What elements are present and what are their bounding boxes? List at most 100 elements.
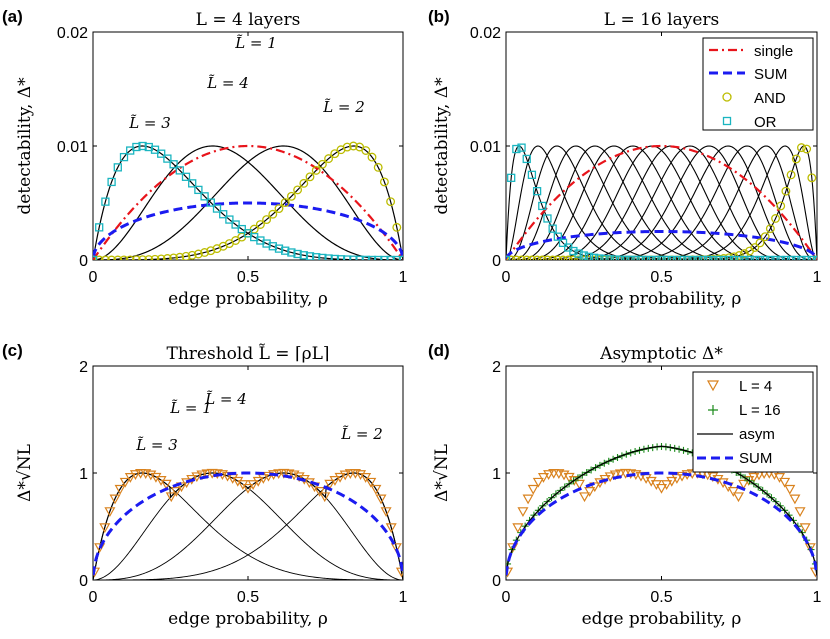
l4-marker — [175, 482, 188, 493]
series-sum — [93, 471, 403, 576]
and-marker — [262, 215, 272, 225]
threshold-curve-16 — [506, 145, 817, 260]
y-tick-label: 2 — [492, 359, 501, 376]
or-marker — [262, 239, 271, 248]
and-marker — [311, 165, 321, 175]
l4-marker — [247, 480, 259, 491]
and-marker — [553, 255, 563, 260]
and-marker — [771, 214, 780, 223]
curve-label: L̃ = 2 — [340, 425, 383, 443]
and-marker — [280, 198, 290, 208]
and-marker — [286, 191, 296, 201]
curves — [93, 468, 403, 580]
l4-marker — [589, 482, 601, 493]
and-marker — [739, 249, 749, 259]
x-tick-label: 1 — [813, 589, 822, 606]
series-sum — [506, 471, 817, 576]
x-tick-label: 0.5 — [237, 589, 259, 606]
l4-marker — [661, 480, 673, 491]
and-marker — [791, 154, 801, 164]
or-marker — [610, 255, 619, 260]
threshold-envelope — [93, 472, 403, 580]
and-marker — [305, 172, 315, 182]
and-marker — [537, 255, 547, 260]
and-marker — [181, 251, 191, 260]
x-tick-label: 1 — [399, 589, 408, 606]
and-marker — [568, 255, 578, 260]
and-marker — [348, 141, 358, 151]
l4-marker — [334, 472, 346, 483]
l4-marker — [314, 487, 326, 497]
or-marker — [574, 249, 583, 258]
or-marker — [662, 255, 671, 260]
or-marker — [631, 255, 640, 260]
x-axis-label: edge probability, ρ — [168, 289, 328, 309]
l4-marker — [727, 487, 739, 497]
or-marker — [641, 255, 651, 260]
or-marker — [349, 255, 358, 260]
or-marker — [200, 192, 209, 201]
l4-marker — [614, 469, 626, 480]
l4-marker — [319, 492, 331, 503]
l4-marker — [594, 478, 606, 489]
and-marker — [342, 142, 352, 152]
l4-marker — [738, 479, 750, 490]
and-marker — [506, 255, 516, 260]
or-marker — [144, 142, 153, 152]
l4-marker — [584, 487, 596, 497]
and-marker — [249, 224, 259, 234]
or-marker — [615, 255, 625, 260]
or-marker — [584, 252, 594, 260]
l4-marker — [748, 472, 760, 483]
and-marker — [373, 162, 383, 172]
and-marker — [125, 255, 135, 260]
l4-marker — [390, 543, 402, 554]
threshold-curve-14 — [506, 145, 817, 260]
l4-marker — [380, 507, 392, 518]
y-tick-label: 0 — [492, 253, 501, 270]
l4-marker — [666, 476, 678, 487]
and-marker — [299, 178, 309, 188]
or-marker — [719, 255, 728, 260]
and-marker — [543, 255, 552, 260]
panel-0: 0 0.5 1 0 0.01 0.02 L = 4 layers edge probabili… — [2, 7, 408, 309]
legend-entry: SUM — [739, 450, 772, 467]
and-marker — [175, 252, 185, 260]
chart-title: Asymptotic Δ* — [599, 344, 723, 364]
or-marker — [766, 255, 775, 260]
or-marker — [330, 254, 339, 260]
l4-marker — [191, 472, 203, 483]
panel-2: 0 0.5 1 0 1 2 Threshold L̃ = ⌈ρL⌉ edge probabil… — [2, 341, 408, 629]
and-marker — [532, 255, 542, 260]
or-marker — [621, 255, 630, 260]
or-marker — [318, 253, 327, 260]
and-marker — [527, 255, 537, 260]
legend-entry: AND — [754, 90, 786, 107]
l4-marker — [170, 487, 182, 497]
legend-entry: OR — [754, 114, 777, 131]
l4-marker — [537, 473, 550, 483]
series-sum — [93, 201, 403, 258]
l4-marker — [124, 473, 136, 483]
y-tick-label: 0 — [79, 573, 88, 590]
or-marker — [163, 154, 172, 163]
or-marker — [527, 170, 537, 179]
or-marker — [517, 143, 526, 152]
or-marker — [693, 255, 702, 260]
curve-label: L̃ = 3 — [128, 114, 171, 132]
l4-marker — [543, 470, 555, 481]
and-marker — [324, 154, 334, 164]
or-marker — [558, 238, 568, 247]
legend-entry: L = 4 — [739, 378, 772, 395]
x-tick-label: 1 — [813, 269, 822, 286]
l4-marker — [145, 470, 157, 481]
or-marker — [392, 255, 401, 260]
legend-box — [692, 371, 814, 473]
or-marker — [95, 223, 104, 232]
threshold-curve-4 — [93, 472, 403, 580]
l4-marker — [773, 473, 786, 483]
and-marker — [119, 255, 129, 260]
x-tick-label: 0 — [502, 269, 511, 286]
and-marker — [162, 254, 172, 260]
